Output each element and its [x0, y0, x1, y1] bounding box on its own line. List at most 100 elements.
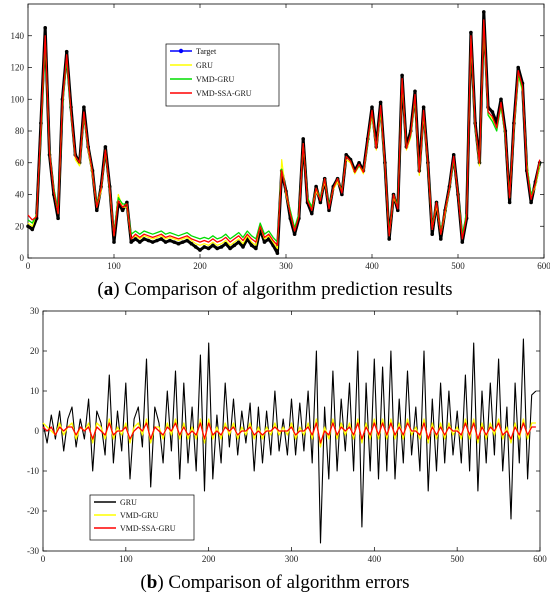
b-legend-label-vmd-gru: VMD-GRU — [120, 511, 158, 520]
a-series-point-target — [262, 240, 267, 244]
a-series-point-target — [430, 232, 435, 236]
a-series-point-target — [142, 237, 146, 241]
a-series-point-target — [396, 208, 400, 213]
a-series-point-target — [202, 245, 207, 249]
a-series-point-target — [181, 240, 185, 244]
b-y-tick-label: 0 — [35, 426, 40, 436]
chart-algorithm-errors: 0 100 200 300 400 500 600 -30 -20 -10 0 10 20 30 GRU VM… — [27, 306, 547, 564]
b-x-tick-label: 400 — [368, 554, 382, 564]
a-x-tick-label: 0 — [26, 261, 31, 270]
a-series-point-target — [159, 237, 164, 241]
a-series-point-target — [387, 237, 392, 241]
a-legend-label-vmd-gru: VMD-GRU — [196, 75, 234, 84]
a-x-tick-label: 400 — [365, 261, 379, 270]
a-series-point-target — [125, 200, 129, 205]
a-series-point-target — [241, 245, 245, 249]
a-legend-box — [165, 43, 280, 107]
a-series-point-target — [318, 200, 323, 205]
a-series-point-target — [163, 240, 168, 244]
b-y-tick-label: -10 — [27, 466, 39, 476]
a-series-point-target — [469, 30, 473, 35]
a-series-point-target — [236, 240, 241, 244]
a-series-point-target — [439, 237, 443, 241]
a-y-tick-label: 0 — [20, 253, 25, 263]
b-x-tick-label: 0 — [41, 554, 46, 564]
a-series-point-target — [232, 243, 237, 248]
b-x-tick-label: 200 — [202, 554, 216, 564]
a-series-point-target — [516, 65, 520, 70]
b-x-tick-label: 500 — [450, 554, 464, 564]
a-legend-marker-target — [178, 48, 184, 54]
a-series-point-target — [254, 246, 258, 251]
b-x-tick-label: 300 — [285, 554, 299, 564]
a-series-point-target — [344, 153, 349, 157]
caption-b-letter: b — [146, 572, 158, 593]
a-series-point-target — [357, 160, 361, 165]
b-y-tick-label: 20 — [30, 346, 40, 356]
caption-b-text: Comparison of algorithm errors — [163, 572, 410, 593]
a-series-point-target — [26, 224, 30, 229]
a-series-point-target — [82, 105, 86, 109]
a-legend-label-vmd-ssa-gru: VMD-SSA-GRU — [196, 89, 252, 98]
a-series-point-target — [56, 216, 60, 221]
a-series-line-vmd-ssa-gru — [27, 19, 541, 246]
caption-a-text: Comparison of algorithm prediction resul… — [119, 279, 453, 300]
a-series-point-target — [138, 240, 142, 244]
a-series-point-target — [413, 89, 417, 94]
a-series-point-target — [211, 243, 215, 248]
a-series-point-target — [451, 153, 456, 157]
a-series-point-target — [133, 237, 138, 241]
a-y-tick-label: 80 — [15, 126, 25, 136]
a-series-point-target — [490, 110, 495, 114]
a-series-point-target — [327, 208, 331, 213]
b-legend-label-gru: GRU — [120, 498, 137, 507]
a-x-tick-label: 600 — [537, 261, 550, 270]
a-series-point-target — [43, 26, 47, 30]
a-series-line-gru — [27, 27, 541, 250]
a-series-point-target — [168, 238, 172, 243]
a-y-tick-label: 100 — [11, 94, 25, 104]
a-series-point-target — [224, 241, 228, 246]
a-series-point-target — [340, 192, 344, 197]
a-legend-label-target: Target — [196, 47, 217, 56]
b-y-tick-label: 30 — [30, 306, 40, 316]
a-series-point-target — [30, 227, 35, 232]
a-series-point-target — [198, 248, 202, 252]
a-series-point-target — [155, 238, 159, 243]
a-series-point-target — [499, 97, 503, 102]
a-series-point-target — [64, 49, 69, 54]
a-series-point-target — [421, 105, 426, 109]
a-series-point-target — [172, 240, 176, 244]
a-series-point-target — [219, 245, 224, 249]
a-series-point-target — [146, 238, 151, 243]
a-series-point-target — [529, 200, 533, 205]
a-series-point-target — [507, 200, 512, 205]
a-series-point-target — [176, 241, 181, 246]
a-series-point-target — [249, 243, 254, 248]
a-y-tick-label: 60 — [15, 158, 25, 168]
a-series-point-target — [103, 145, 108, 149]
a-series-point-target — [400, 73, 404, 78]
a-series-point-target — [129, 240, 133, 244]
b-x-tick-label: 600 — [533, 554, 547, 564]
a-y-tick-label: 140 — [11, 31, 25, 41]
a-series-point-target — [370, 105, 374, 109]
b-series-line-vmd-ssa-gru — [42, 422, 536, 444]
a-series-point-target — [112, 240, 116, 244]
a-series-point-target — [193, 245, 198, 249]
a-y-tick-label: 40 — [15, 190, 25, 200]
a-series-point-target — [301, 137, 306, 141]
a-series-point-target — [482, 10, 486, 14]
a-x-tick-label: 300 — [279, 261, 293, 270]
b-y-tick-label: -30 — [27, 546, 39, 556]
a-x-tick-label: 500 — [451, 261, 465, 270]
a-series-point-target — [228, 246, 232, 251]
b-x-tick-label: 100 — [119, 554, 133, 564]
a-series-point-target — [215, 246, 219, 251]
a-series-line-target — [27, 10, 542, 255]
a-series-point-target — [314, 184, 318, 189]
caption-a-letter: a — [103, 279, 114, 300]
a-series-point-target — [120, 208, 125, 213]
a-x-tick-label: 100 — [107, 261, 121, 270]
a-legend-label-gru: GRU — [196, 61, 213, 70]
